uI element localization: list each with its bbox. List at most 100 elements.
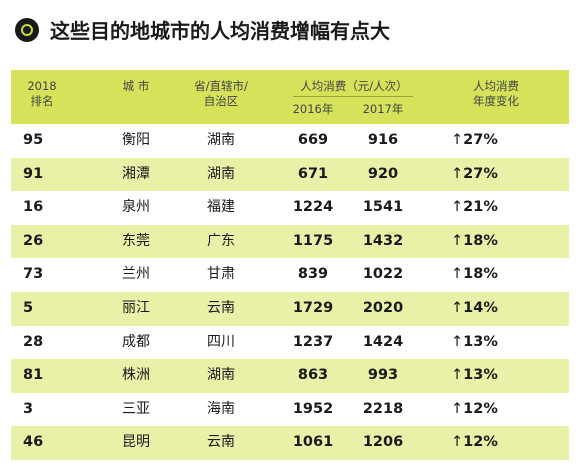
change-value: 27% (463, 165, 498, 182)
header-divider (293, 96, 413, 97)
change-value: 13% (463, 367, 498, 384)
up-arrow-icon: ↑ (451, 333, 464, 350)
city-cell: 兰州 (122, 266, 150, 283)
table-row: 16 泉州 福建 1224 1541 ↑21% (11, 191, 569, 225)
rank-cell: 91 (23, 165, 44, 182)
rank-cell: 26 (23, 232, 44, 249)
table-row: 46 昆明 云南 1061 1206 ↑12% (11, 426, 569, 460)
city-cell: 丽江 (122, 299, 150, 316)
city-cell: 株洲 (122, 367, 150, 384)
header-2016: 2016年 (292, 102, 334, 116)
spend-2016-cell: 1952 (292, 400, 334, 417)
spend-2016-cell: 1224 (292, 199, 334, 216)
table-row: 3 三亚 海南 1952 2218 ↑12% (11, 393, 569, 427)
province-cell: 云南 (207, 434, 235, 451)
table-header: 2018 排名 城 市 省/直辖市/ 自治区 人均消费（元/人次） 2016年 … (11, 70, 569, 124)
table-row: 81 株洲 湖南 863 993 ↑13% (11, 359, 569, 393)
spend-2017-cell: 1022 (362, 266, 404, 283)
header-rank-year: 2018 (27, 79, 57, 93)
city-cell: 衡阳 (122, 132, 150, 148)
province-cell: 甘肃 (207, 266, 235, 283)
change-value: 13% (463, 333, 498, 350)
table-row: 28 成都 四川 1237 1424 ↑13% (11, 326, 569, 360)
province-cell: 海南 (207, 400, 235, 417)
city-cell: 三亚 (122, 400, 150, 417)
header-change-1: 人均消费 (473, 79, 519, 93)
up-arrow-icon: ↑ (451, 434, 464, 451)
change-cell: ↑13% (451, 326, 521, 360)
spend-2016-cell: 1175 (292, 232, 334, 249)
change-cell: ↑21% (451, 191, 521, 225)
province-cell: 湖南 (207, 165, 235, 182)
table-row: 91 湘潭 湖南 671 920 ↑27% (11, 157, 569, 192)
rank-cell: 16 (23, 199, 44, 216)
spend-2017-cell: 993 (367, 367, 399, 384)
table-row: 73 兰州 甘肃 839 1022 ↑18% (11, 258, 569, 292)
table-row: 5 丽江 云南 1729 2020 ↑14% (11, 291, 569, 326)
change-value: 27% (463, 132, 498, 148)
table-row: 26 东莞 广东 1175 1432 ↑18% (11, 224, 569, 259)
change-value: 18% (463, 232, 498, 249)
up-arrow-icon: ↑ (451, 232, 464, 249)
up-arrow-icon: ↑ (451, 199, 464, 216)
spend-2017-cell: 1432 (362, 232, 404, 249)
rank-cell: 95 (23, 132, 44, 148)
title-bar: 这些目的地城市的人均消费增幅有点大 (0, 0, 580, 60)
change-cell: ↑12% (451, 393, 521, 427)
header-city: 城 市 (122, 79, 150, 93)
spend-2017-cell: 2020 (362, 299, 404, 316)
up-arrow-icon: ↑ (451, 400, 464, 417)
header-change-2: 年度变化 (473, 94, 519, 108)
rank-cell: 5 (23, 299, 34, 316)
city-cell: 泉州 (122, 199, 150, 216)
change-cell: ↑18% (451, 225, 521, 259)
spend-2016-cell: 671 (297, 165, 329, 182)
up-arrow-icon: ↑ (451, 367, 464, 384)
spend-2017-cell: 1541 (362, 199, 404, 216)
rank-cell: 81 (23, 367, 44, 384)
rank-cell: 28 (23, 333, 44, 350)
up-arrow-icon: ↑ (451, 299, 464, 316)
city-cell: 湘潭 (122, 165, 150, 182)
header-2017: 2017年 (362, 102, 404, 116)
up-arrow-icon: ↑ (451, 165, 464, 182)
spend-2017-cell: 1206 (362, 434, 404, 451)
province-cell: 福建 (207, 199, 235, 216)
change-cell: ↑18% (451, 258, 521, 292)
province-cell: 广东 (207, 232, 235, 249)
spend-2016-cell: 1237 (292, 333, 334, 350)
spend-2016-cell: 863 (297, 367, 329, 384)
province-cell: 四川 (207, 333, 235, 350)
change-value: 14% (463, 299, 498, 316)
change-cell: ↑12% (451, 426, 521, 460)
rank-cell: 73 (23, 266, 44, 283)
spend-2017-cell: 1424 (362, 333, 404, 350)
spend-2016-cell: 669 (297, 132, 329, 148)
spend-2016-cell: 839 (297, 266, 329, 283)
change-value: 12% (463, 400, 498, 417)
spend-2017-cell: 920 (367, 165, 399, 182)
city-cell: 成都 (122, 333, 150, 350)
table-row: 95 衡阳 湖南 669 916 ↑27% (11, 124, 569, 158)
header-province-1: 省/直辖市/ (194, 79, 248, 93)
city-cell: 昆明 (122, 434, 150, 451)
province-cell: 云南 (207, 299, 235, 316)
change-cell: ↑27% (451, 124, 521, 158)
table-body: 95 衡阳 湖南 669 916 ↑27% 91 湘潭 湖南 671 920 ↑27% 16 泉州 福建 12… (11, 124, 569, 460)
header-spend: 人均消费（元/人次） (300, 79, 408, 93)
change-cell: ↑27% (451, 158, 521, 192)
spend-2017-cell: 2218 (362, 400, 404, 417)
change-cell: ↑13% (451, 359, 521, 393)
up-arrow-icon: ↑ (451, 132, 464, 148)
bullet-icon (15, 18, 39, 42)
data-table: 2018 排名 城 市 省/直辖市/ 自治区 人均消费（元/人次） 2016年 … (11, 70, 569, 460)
spend-2016-cell: 1729 (292, 299, 334, 316)
spend-2017-cell: 916 (367, 132, 399, 148)
change-value: 18% (463, 266, 498, 283)
change-value: 21% (463, 199, 498, 216)
province-cell: 湖南 (207, 367, 235, 384)
spend-2016-cell: 1061 (292, 434, 334, 451)
header-rank: 排名 (30, 94, 54, 108)
header-province-2: 自治区 (203, 94, 239, 108)
city-cell: 东莞 (122, 232, 150, 249)
